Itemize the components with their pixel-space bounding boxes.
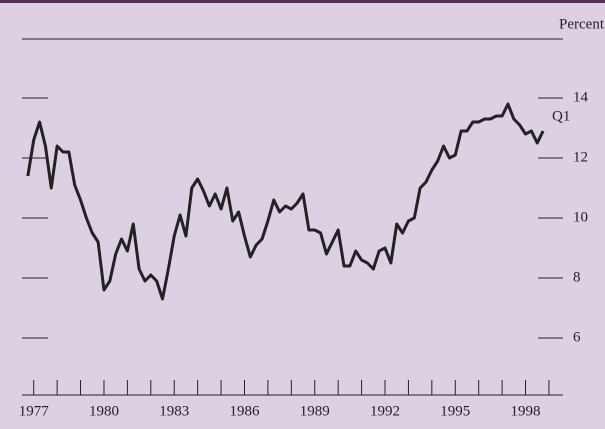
y-tick-label: 6 (573, 329, 581, 345)
y-tick-label: 14 (573, 89, 589, 105)
data-line (26, 102, 545, 301)
y-tick-label: 12 (573, 149, 588, 165)
annotation: Q1 (552, 108, 570, 124)
x-tick-label: 1992 (370, 403, 400, 419)
x-tick-label: 1986 (229, 403, 260, 419)
x-tick-label: 1995 (440, 403, 470, 419)
unit-label: Percent (559, 16, 605, 32)
x-tick-label: 1998 (511, 403, 541, 419)
x-tick-label: 1983 (159, 403, 189, 419)
x-tick-label: 1977 (19, 403, 50, 419)
x-tick-label: 1980 (89, 403, 119, 419)
y-tick-label: 8 (573, 269, 581, 285)
x-tick-label: 1989 (300, 403, 330, 419)
y-tick-label: 10 (573, 209, 588, 225)
top-border (0, 0, 605, 3)
